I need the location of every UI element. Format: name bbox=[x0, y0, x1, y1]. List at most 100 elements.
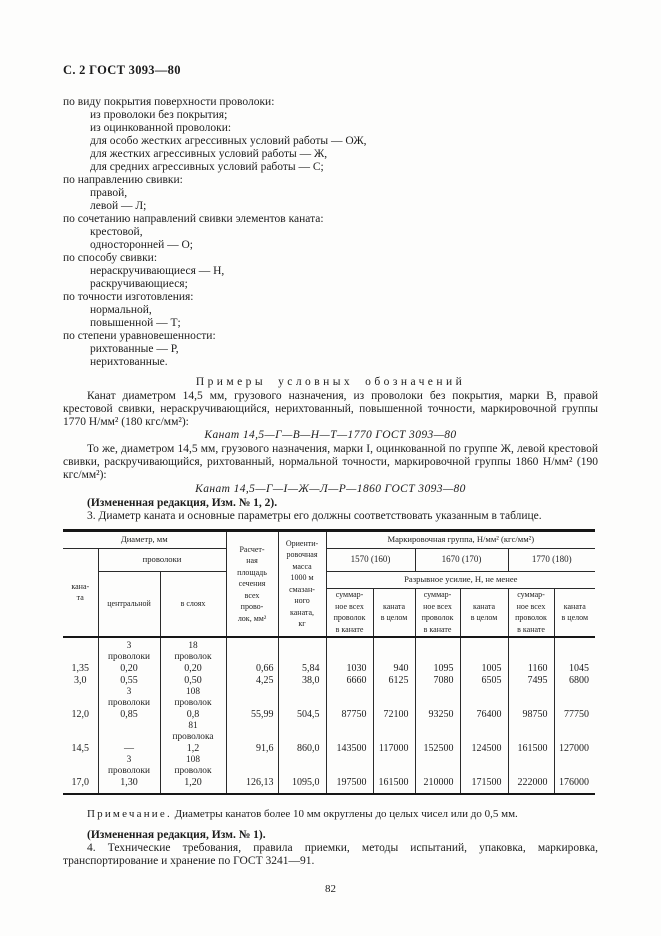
example-paragraph-1: Канат диаметром 14,5 мм, грузового назна… bbox=[63, 390, 598, 428]
clause-3-text: 3. Диаметр каната и основные параметры е… bbox=[87, 509, 542, 522]
table-cell bbox=[326, 720, 374, 743]
table-cell: 81 проволока bbox=[160, 720, 227, 743]
table-cell: 126,13 bbox=[226, 776, 279, 795]
classification-line: для жестких агрессивных условий работы —… bbox=[90, 148, 328, 160]
table-cell: 0,50 bbox=[160, 674, 227, 687]
table-cell: 3 проволоки bbox=[98, 754, 161, 777]
table-cell: 6660 bbox=[326, 674, 374, 687]
table-cell bbox=[63, 754, 99, 777]
classification-line: из проволоки без покрытия; bbox=[90, 109, 228, 121]
table-cell: 1,20 bbox=[160, 776, 227, 795]
table-cell: 152500 bbox=[415, 742, 461, 755]
table-cell: 87750 bbox=[326, 708, 374, 721]
table-cell: 222000 bbox=[508, 776, 555, 795]
table-cell bbox=[63, 720, 99, 743]
example-paragraph-2: То же, диаметром 14,5 мм, грузового назн… bbox=[63, 443, 598, 481]
table-cell: 6505 bbox=[460, 674, 509, 687]
classification-line: рихтованные — Р, bbox=[90, 343, 179, 355]
classification-line: нерихтованные. bbox=[90, 356, 168, 368]
table-cell: 72100 bbox=[373, 708, 416, 721]
table-row: 1,35 0,20 0,20 0,66 5,84 1030 940 1095 1… bbox=[63, 662, 595, 675]
table-cell bbox=[326, 686, 374, 709]
table-cell: 117000 bbox=[373, 742, 416, 755]
table-cell bbox=[98, 720, 161, 743]
table-cell bbox=[278, 686, 327, 709]
amendment-note-1: (Измененная редакция, Изм. № 1). bbox=[87, 829, 266, 842]
table-row: 3,0 0,55 0,50 4,25 38,0 6660 6125 7080 6… bbox=[63, 674, 595, 687]
table-cell: 55,99 bbox=[226, 708, 279, 721]
table-cell: 91,6 bbox=[226, 742, 279, 755]
table-cell: 127000 bbox=[559, 742, 590, 754]
table-cell bbox=[460, 720, 509, 743]
table-cell bbox=[554, 687, 595, 709]
classification-line: раскручивающиеся; bbox=[90, 278, 188, 290]
table-cell: 98750 bbox=[508, 708, 555, 721]
table-cell: 3,0 bbox=[63, 674, 99, 687]
table-cell: 0,20 bbox=[98, 662, 161, 675]
table-cell: 1095,0 bbox=[278, 776, 327, 795]
table-cell: 171500 bbox=[460, 776, 509, 795]
table-cell bbox=[554, 721, 595, 743]
table-cell bbox=[508, 686, 555, 709]
col-header-group-1670: 1670 (170) bbox=[415, 548, 509, 572]
col-header-sum-wires-2: суммар- ное всех проволок в канате bbox=[415, 588, 461, 639]
table-cell bbox=[508, 637, 555, 663]
table-cell bbox=[373, 637, 416, 663]
page-number: 82 bbox=[325, 882, 336, 895]
table-cell: 176000 bbox=[559, 776, 590, 788]
table-cell: 197500 bbox=[326, 776, 374, 795]
classification-line: по степени уравновешенности: bbox=[63, 330, 216, 342]
rope-designation-1: Канат 14,5—Г—В—Н—Т—1770 ГОСТ 3093—80 bbox=[204, 429, 457, 442]
table-cell: — bbox=[98, 742, 161, 755]
table-cell: 0,55 bbox=[98, 674, 161, 687]
table-cell: 124500 bbox=[460, 742, 509, 755]
table-cell: 1095 bbox=[415, 662, 461, 675]
table-cell: 7495 bbox=[508, 674, 555, 687]
table-cell: 93250 bbox=[415, 708, 461, 721]
table-cell bbox=[554, 637, 595, 663]
table-cell: 860,0 bbox=[278, 742, 327, 755]
classification-line: по точности изготовления: bbox=[63, 291, 194, 303]
col-header-rope: кана- та bbox=[63, 548, 99, 639]
table-cell: 18 проволок bbox=[160, 637, 227, 663]
table-cell bbox=[63, 637, 99, 663]
col-header-mass: Ориенти- ровочная масса 1000 м смазан- н… bbox=[278, 530, 327, 639]
classification-line: для особо жестких агрессивных условий ра… bbox=[90, 135, 367, 147]
table-cell bbox=[373, 686, 416, 709]
table-cell: 108 проволок bbox=[160, 754, 227, 777]
col-header-group-1570: 1570 (160) bbox=[326, 548, 416, 572]
table-cell: 6800 bbox=[569, 674, 590, 686]
table-cell: 161500 bbox=[373, 776, 416, 795]
table-cell bbox=[226, 686, 279, 709]
table-row: 3 проволоки 108 проволок bbox=[63, 754, 595, 777]
classification-line: нормальной, bbox=[90, 304, 152, 316]
table-cell bbox=[226, 754, 279, 777]
classification-line: левой — Л; bbox=[90, 200, 147, 212]
examples-heading: Примеры условных обозначений bbox=[195, 376, 466, 388]
table-cell bbox=[415, 720, 461, 743]
table-cell bbox=[554, 755, 595, 777]
table-cell bbox=[415, 754, 461, 777]
table-cell bbox=[508, 720, 555, 743]
table-cell: 161500 bbox=[508, 742, 555, 755]
clause-4-text: 4. Технические требования, правила прием… bbox=[63, 842, 598, 867]
table-cell: 17,0 bbox=[63, 776, 99, 795]
classification-line: по виду покрытия поверхности проволоки: bbox=[63, 96, 275, 108]
table-cell: 14,5 bbox=[63, 742, 99, 755]
table-cell: 108 проволок bbox=[160, 686, 227, 709]
table-cell: 76400 bbox=[460, 708, 509, 721]
table-cell: 0,66 bbox=[226, 662, 279, 675]
col-header-sum-wires-1: суммар- ное всех проволок в канате bbox=[326, 588, 374, 639]
col-header-group-1770: 1770 (180) bbox=[508, 548, 596, 572]
page-content: по виду покрытия поверхности проволоки: … bbox=[63, 96, 598, 896]
table-cell bbox=[415, 637, 461, 663]
col-header-whole-rope-3: каната в целом bbox=[554, 588, 596, 639]
table-cell: 12,0 bbox=[63, 708, 99, 721]
classification-line: для средних агрессивных условий работы —… bbox=[90, 161, 324, 173]
table-cell bbox=[508, 754, 555, 777]
note-label: Примечание. bbox=[87, 808, 172, 821]
table-cell: 1160 bbox=[508, 662, 555, 675]
table-cell bbox=[373, 754, 416, 777]
table-cell: 1030 bbox=[326, 662, 374, 675]
